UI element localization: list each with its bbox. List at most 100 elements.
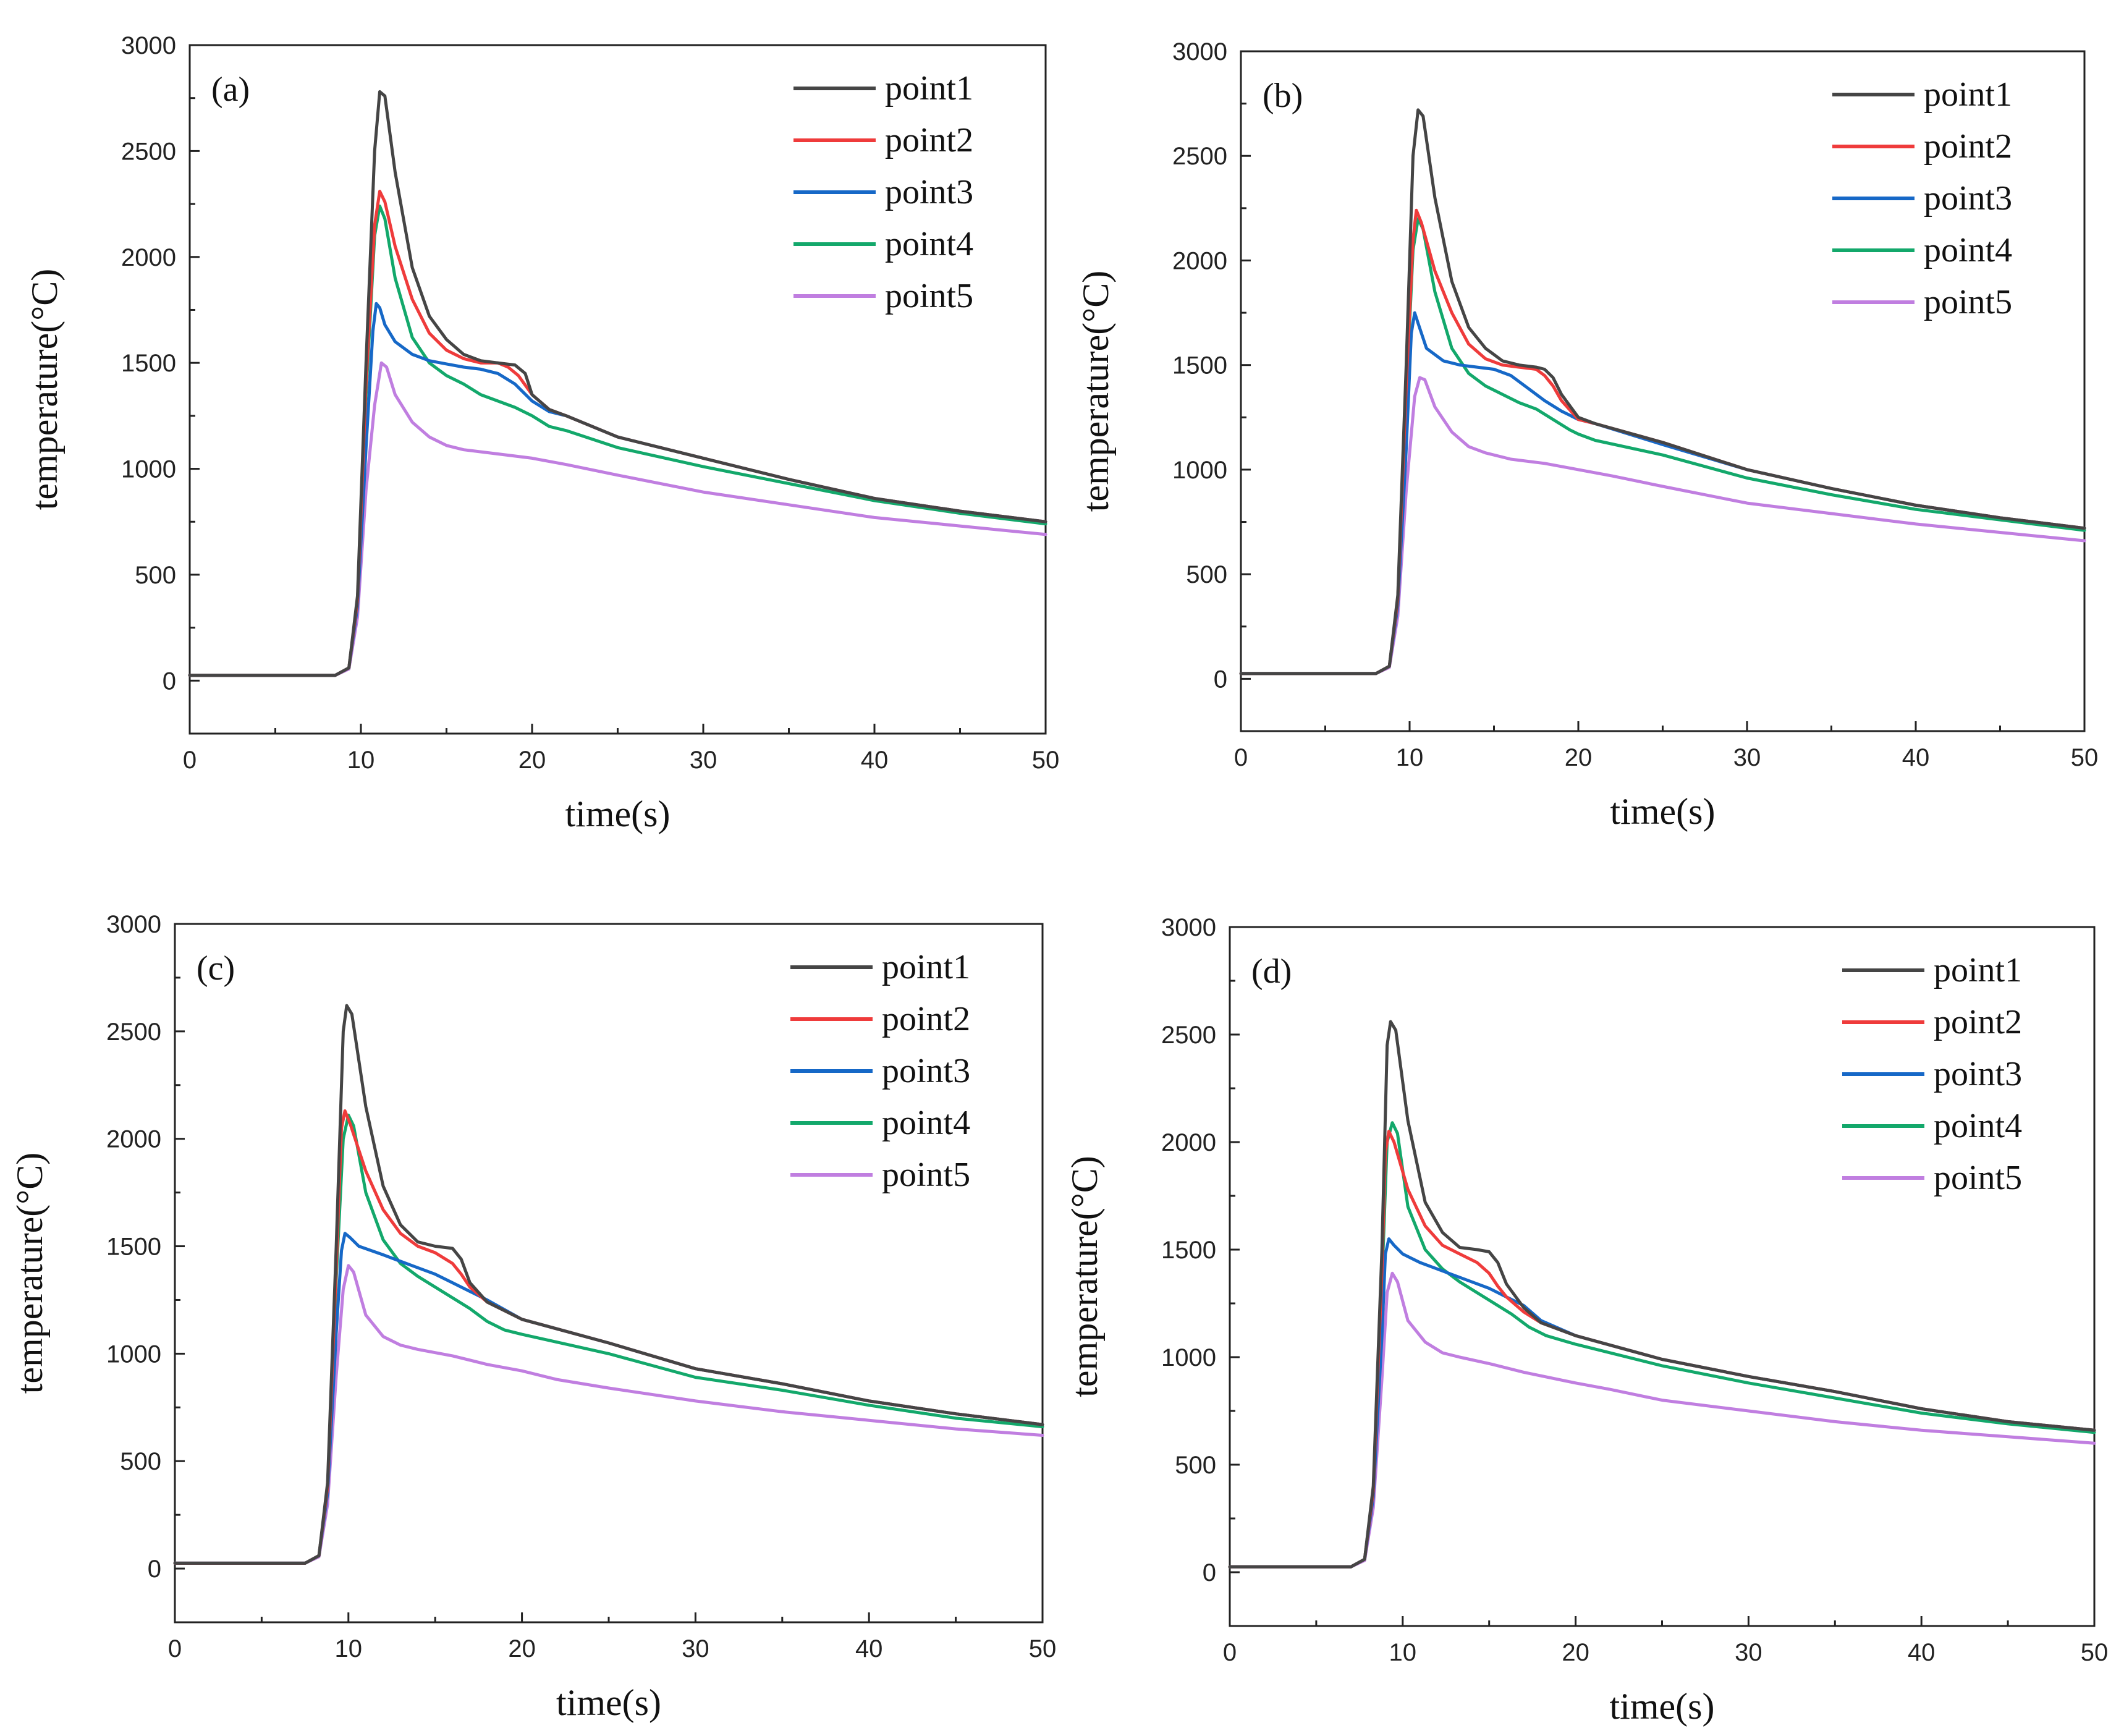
legend: point1 point2 point3 point4 point5 [793, 69, 973, 315]
y-tick-label: 1500 [1172, 352, 1227, 379]
x-tick-label: 50 [1032, 747, 1060, 774]
y-tick-label: 0 [1203, 1559, 1216, 1586]
y-tick-label: 500 [1186, 561, 1227, 588]
legend-label-point4: point4 [1934, 1107, 2022, 1145]
x-tick-label: 40 [1902, 744, 1930, 771]
series-line-point3 [1239, 311, 2086, 675]
y-tick-label: 500 [135, 562, 176, 589]
series-line-point3 [188, 302, 1047, 677]
series-line-point1 [188, 90, 1047, 677]
x-tick-label: 10 [347, 747, 375, 774]
legend-label-point2: point2 [885, 121, 973, 159]
x-tick-label: 40 [855, 1635, 883, 1662]
y-axis-title: temperature(°C) [9, 1153, 50, 1394]
x-tick-label: 50 [1029, 1635, 1057, 1662]
series-line-point5 [1239, 376, 2086, 675]
x-tick-label: 50 [2071, 744, 2099, 771]
y-tick-label: 2500 [106, 1018, 161, 1046]
y-tick-label: 3000 [1172, 38, 1227, 66]
x-tick-label: 10 [1389, 1639, 1417, 1666]
legend: point1 point2 point3 point4 point5 [790, 948, 970, 1194]
x-tick-label: 40 [861, 747, 889, 774]
y-tick-label: 2000 [121, 244, 176, 271]
y-tick-label: 1000 [1161, 1344, 1216, 1371]
legend-label-point1: point1 [885, 69, 973, 108]
panel-label: (b) [1263, 77, 1303, 115]
x-tick-label: 20 [1565, 744, 1593, 771]
legend-label-point3: point3 [1934, 1055, 2022, 1093]
y-tick-label: 3000 [106, 911, 161, 938]
legend-label-point3: point3 [882, 1052, 970, 1090]
x-tick-label: 40 [1908, 1639, 1936, 1666]
series-line-point1 [1239, 108, 2086, 675]
y-tick-label: 3000 [121, 32, 176, 59]
x-tick-label: 30 [682, 1635, 709, 1662]
y-tick-label: 0 [163, 667, 176, 695]
y-tick-label: 500 [1175, 1452, 1216, 1479]
legend-label-point4: point4 [882, 1104, 970, 1142]
legend-label-point5: point5 [1924, 283, 2012, 321]
y-tick-label: 2000 [1172, 247, 1227, 274]
series-line-point1 [1228, 1020, 2096, 1569]
legend-label-point2: point2 [1934, 1003, 2022, 1041]
series-line-point5 [173, 1264, 1044, 1565]
panel-label: (d) [1251, 952, 1292, 991]
y-tick-label: 2500 [1161, 1022, 1216, 1049]
y-tick-label: 1000 [121, 456, 176, 483]
legend-label-point5: point5 [885, 277, 973, 315]
y-axis-title: temperature(°C) [24, 269, 65, 510]
panel-label: (a) [211, 70, 250, 109]
x-axis-title: time(s) [565, 794, 671, 834]
x-tick-label: 0 [1223, 1639, 1237, 1666]
series-line-point1 [173, 1004, 1044, 1565]
y-tick-label: 1500 [106, 1234, 161, 1261]
legend-label-point5: point5 [1934, 1159, 2022, 1197]
legend-label-point1: point1 [882, 948, 970, 986]
x-tick-label: 10 [335, 1635, 363, 1662]
legend-label-point3: point3 [1924, 179, 2012, 218]
panel-d: 0 10 20 30 40 50050010001500200025003000time(… [1064, 914, 2108, 1727]
series-line-point3 [1228, 1237, 2096, 1569]
x-tick-label: 0 [1234, 744, 1248, 771]
x-axis-title: time(s) [1610, 791, 1716, 832]
x-tick-label: 20 [518, 747, 546, 774]
x-tick-label: 50 [2081, 1639, 2109, 1666]
legend: point1 point2 point3 point4 point5 [1832, 75, 2012, 321]
y-tick-label: 1500 [1161, 1237, 1216, 1264]
series-line-point5 [188, 361, 1047, 677]
y-tick-label: 2500 [121, 138, 176, 165]
series-line-point5 [1228, 1271, 2096, 1569]
legend-label-point2: point2 [882, 1000, 970, 1038]
y-axis-title: temperature(°C) [1064, 1156, 1105, 1397]
y-tick-label: 1000 [1172, 457, 1227, 484]
legend-label-point5: point5 [882, 1156, 970, 1194]
y-tick-label: 2000 [1161, 1129, 1216, 1156]
panel-b: 0 10 20 30 40 50050010001500200025003000time(… [1075, 38, 2098, 832]
legend-label-point1: point1 [1924, 75, 2012, 114]
x-tick-label: 20 [1562, 1639, 1589, 1666]
series-line-point2 [188, 190, 1047, 677]
y-tick-label: 1000 [106, 1340, 161, 1368]
legend-label-point4: point4 [885, 225, 973, 263]
y-tick-label: 1500 [121, 350, 176, 377]
x-tick-label: 20 [508, 1635, 536, 1662]
panel-a: 0 10 20 30 40 50050010001500200025003000time(… [24, 32, 1059, 834]
x-tick-label: 0 [168, 1635, 182, 1662]
panel-label: (c) [197, 949, 235, 988]
legend-label-point4: point4 [1924, 231, 2012, 269]
legend-label-point3: point3 [885, 173, 973, 211]
legend: point1 point2 point3 point4 point5 [1842, 951, 2022, 1197]
y-tick-label: 3000 [1161, 914, 1216, 941]
legend-label-point2: point2 [1924, 127, 2012, 166]
x-tick-label: 10 [1396, 744, 1424, 771]
x-tick-label: 30 [1733, 744, 1761, 771]
y-tick-label: 500 [120, 1448, 161, 1475]
x-tick-label: 30 [690, 747, 717, 774]
x-axis-title: time(s) [1610, 1686, 1715, 1727]
x-tick-label: 0 [183, 747, 197, 774]
y-tick-label: 2000 [106, 1126, 161, 1153]
y-tick-label: 2500 [1172, 143, 1227, 170]
y-tick-label: 0 [1214, 666, 1227, 693]
legend-label-point1: point1 [1934, 951, 2022, 989]
